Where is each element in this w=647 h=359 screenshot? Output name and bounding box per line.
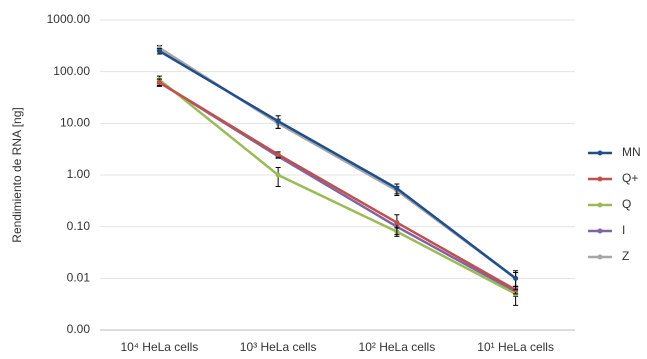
legend-label: Q [622, 197, 631, 211]
legend-marker [597, 228, 603, 234]
x-tick-label: 10² HeLa cells [359, 340, 436, 354]
data-point [394, 220, 400, 226]
data-point [275, 118, 281, 124]
series-line [158, 81, 517, 291]
data-point [156, 48, 162, 54]
series-line [158, 78, 517, 295]
data-point [275, 172, 281, 178]
y-tick-label: 10.00 [60, 116, 90, 130]
x-tick-label: 10³ HeLa cells [240, 340, 317, 354]
y-tick-label: 0.01 [67, 271, 91, 285]
data-point [513, 275, 519, 281]
y-tick-label: 0.10 [67, 219, 91, 233]
y-tick-label: 100.00 [53, 64, 90, 78]
data-point [275, 151, 281, 157]
y-tick-label: 1.00 [67, 167, 91, 181]
legend-marker [597, 150, 603, 156]
data-point [156, 79, 162, 85]
y-tick-label: 0.00 [67, 322, 91, 336]
data-point [394, 185, 400, 191]
legend-marker [597, 176, 603, 182]
series-line [158, 50, 517, 280]
y-tick-label: 1000.00 [47, 12, 91, 26]
legend-label: Z [622, 249, 629, 263]
y-axis-label: Rendimiento de RNA [ng] [10, 107, 24, 242]
legend-label: I [622, 223, 625, 237]
x-tick-label: 10¹ HeLa cells [477, 340, 554, 354]
legend-label: MN [622, 145, 641, 159]
legend-marker [597, 254, 603, 260]
legend-label: Q+ [622, 171, 638, 185]
x-tick-label: 10⁴ HeLa cells [120, 340, 198, 354]
legend-marker [597, 202, 603, 208]
